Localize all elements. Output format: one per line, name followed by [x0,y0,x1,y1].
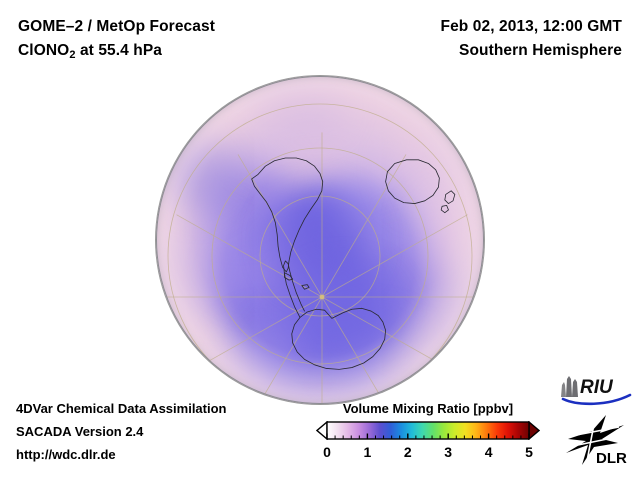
page-title-line2: ClONO2 at 55.4 hPa [18,42,162,61]
colorbar-tick-label: 5 [525,444,533,460]
colorbar-tick-label: 2 [403,444,412,460]
globe-map [156,76,484,404]
timestamp-label: Feb 02, 2013, 12:00 GMT [440,18,622,35]
page-title-line1: GOME–2 / MetOp Forecast [18,18,215,35]
colorbar-tick-label: 4 [484,444,493,460]
hemisphere-label: Southern Hemisphere [459,42,622,59]
colorbar-part [528,421,540,440]
colorbar-part [316,421,328,440]
riu-logo-part [566,376,572,397]
colorbar-tick-labels: 0 1 2 3 4 5 [316,444,540,464]
species-subscript: 2 [69,49,76,61]
pressure-level-label: at 55.4 hPa [75,42,163,59]
dlr-logo: DLR [566,415,627,467]
riu-logo-part [561,393,632,406]
riu-logo-part: RIU [580,377,614,398]
footer-line2: SACADA Version 2.4 [16,424,144,439]
colorbar-tick-label: 0 [323,444,331,460]
colorbar-tick-label: 3 [444,444,453,460]
footer-line1: 4DVar Chemical Data Assimilation [16,401,227,416]
species-label: ClONO [18,42,70,59]
riu-logo-part [561,382,566,397]
riu-logo: RIU [561,376,632,406]
colorbar [316,421,540,440]
dlr-logo-part: DLR [596,450,627,467]
dlr-logo-part [570,426,620,437]
colorbar-part [326,421,530,440]
colorbar-title: Volume Mixing Ratio [ppbv] [342,401,514,416]
dlr-logo-part [566,415,624,465]
dlr-logo-part [572,436,618,447]
footer-line3[interactable]: http://wdc.dlr.de [16,447,116,462]
globe-limb [156,76,484,404]
colorbar-tick-label: 1 [363,444,372,460]
riu-logo-part [572,379,578,397]
dlr-logo-part [586,418,596,462]
